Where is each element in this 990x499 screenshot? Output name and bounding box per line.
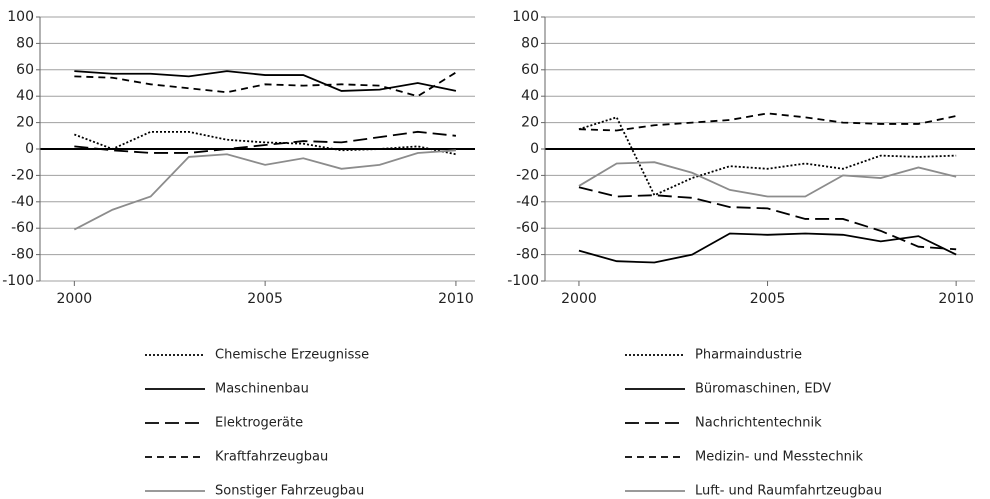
y-tick-label: -40 bbox=[11, 194, 34, 210]
legend-label: Nachrichtentechnik bbox=[695, 416, 822, 431]
y-tick-label: 100 bbox=[512, 9, 539, 25]
legend-label: Maschinenbau bbox=[215, 382, 309, 397]
x-tick-label: 2000 bbox=[57, 291, 93, 307]
y-tick-label: 100 bbox=[7, 9, 34, 25]
y-tick-label: 80 bbox=[16, 35, 34, 51]
y-tick-label: -60 bbox=[516, 220, 539, 236]
y-tick-label: -100 bbox=[2, 273, 34, 289]
y-tick-label: -60 bbox=[11, 220, 34, 236]
legend-label: Kraftfahrzeugbau bbox=[215, 450, 328, 465]
y-tick-label: 40 bbox=[521, 88, 539, 104]
legend-label: Luft- und Raumfahrtzeugbau bbox=[695, 484, 882, 499]
x-tick-label: 2005 bbox=[750, 291, 786, 307]
y-tick-label: 0 bbox=[25, 141, 34, 157]
legend-label: Medizin- und Messtechnik bbox=[695, 450, 864, 465]
series-line bbox=[74, 71, 457, 98]
x-tick-label: 2000 bbox=[561, 291, 597, 307]
y-tick-label: 40 bbox=[16, 88, 34, 104]
series-line bbox=[74, 70, 457, 92]
series-line bbox=[74, 130, 457, 156]
legend-label: Chemische Erzeugnisse bbox=[215, 348, 369, 363]
legend-label: Pharmaindustrie bbox=[695, 348, 802, 363]
series-line bbox=[578, 232, 957, 264]
y-tick-label: 20 bbox=[16, 115, 34, 131]
series-line bbox=[578, 161, 957, 198]
y-tick-label: -80 bbox=[516, 247, 539, 263]
legend-label: Büromaschinen, EDV bbox=[695, 382, 831, 397]
series-line bbox=[578, 112, 957, 132]
legend-label: Sonstiger Fahrzeugbau bbox=[215, 484, 364, 499]
x-tick-label: 2005 bbox=[247, 291, 283, 307]
series-line bbox=[578, 186, 957, 251]
y-tick-label: 60 bbox=[521, 62, 539, 78]
series-line bbox=[578, 116, 957, 197]
y-tick-label: -20 bbox=[516, 167, 539, 183]
y-tick-label: 80 bbox=[521, 35, 539, 51]
series-line bbox=[74, 130, 457, 154]
legend-label: Elektrogeräte bbox=[215, 416, 303, 431]
y-tick-label: 20 bbox=[521, 115, 539, 131]
series-line bbox=[73, 149, 456, 231]
x-tick-label: 2010 bbox=[438, 291, 474, 307]
y-tick-label: -100 bbox=[507, 273, 539, 289]
y-tick-label: -80 bbox=[11, 247, 34, 263]
y-tick-label: 60 bbox=[16, 62, 34, 78]
y-tick-label: -40 bbox=[516, 194, 539, 210]
y-tick-label: 0 bbox=[530, 141, 539, 157]
x-tick-label: 2010 bbox=[938, 291, 974, 307]
y-tick-label: -20 bbox=[11, 167, 34, 183]
